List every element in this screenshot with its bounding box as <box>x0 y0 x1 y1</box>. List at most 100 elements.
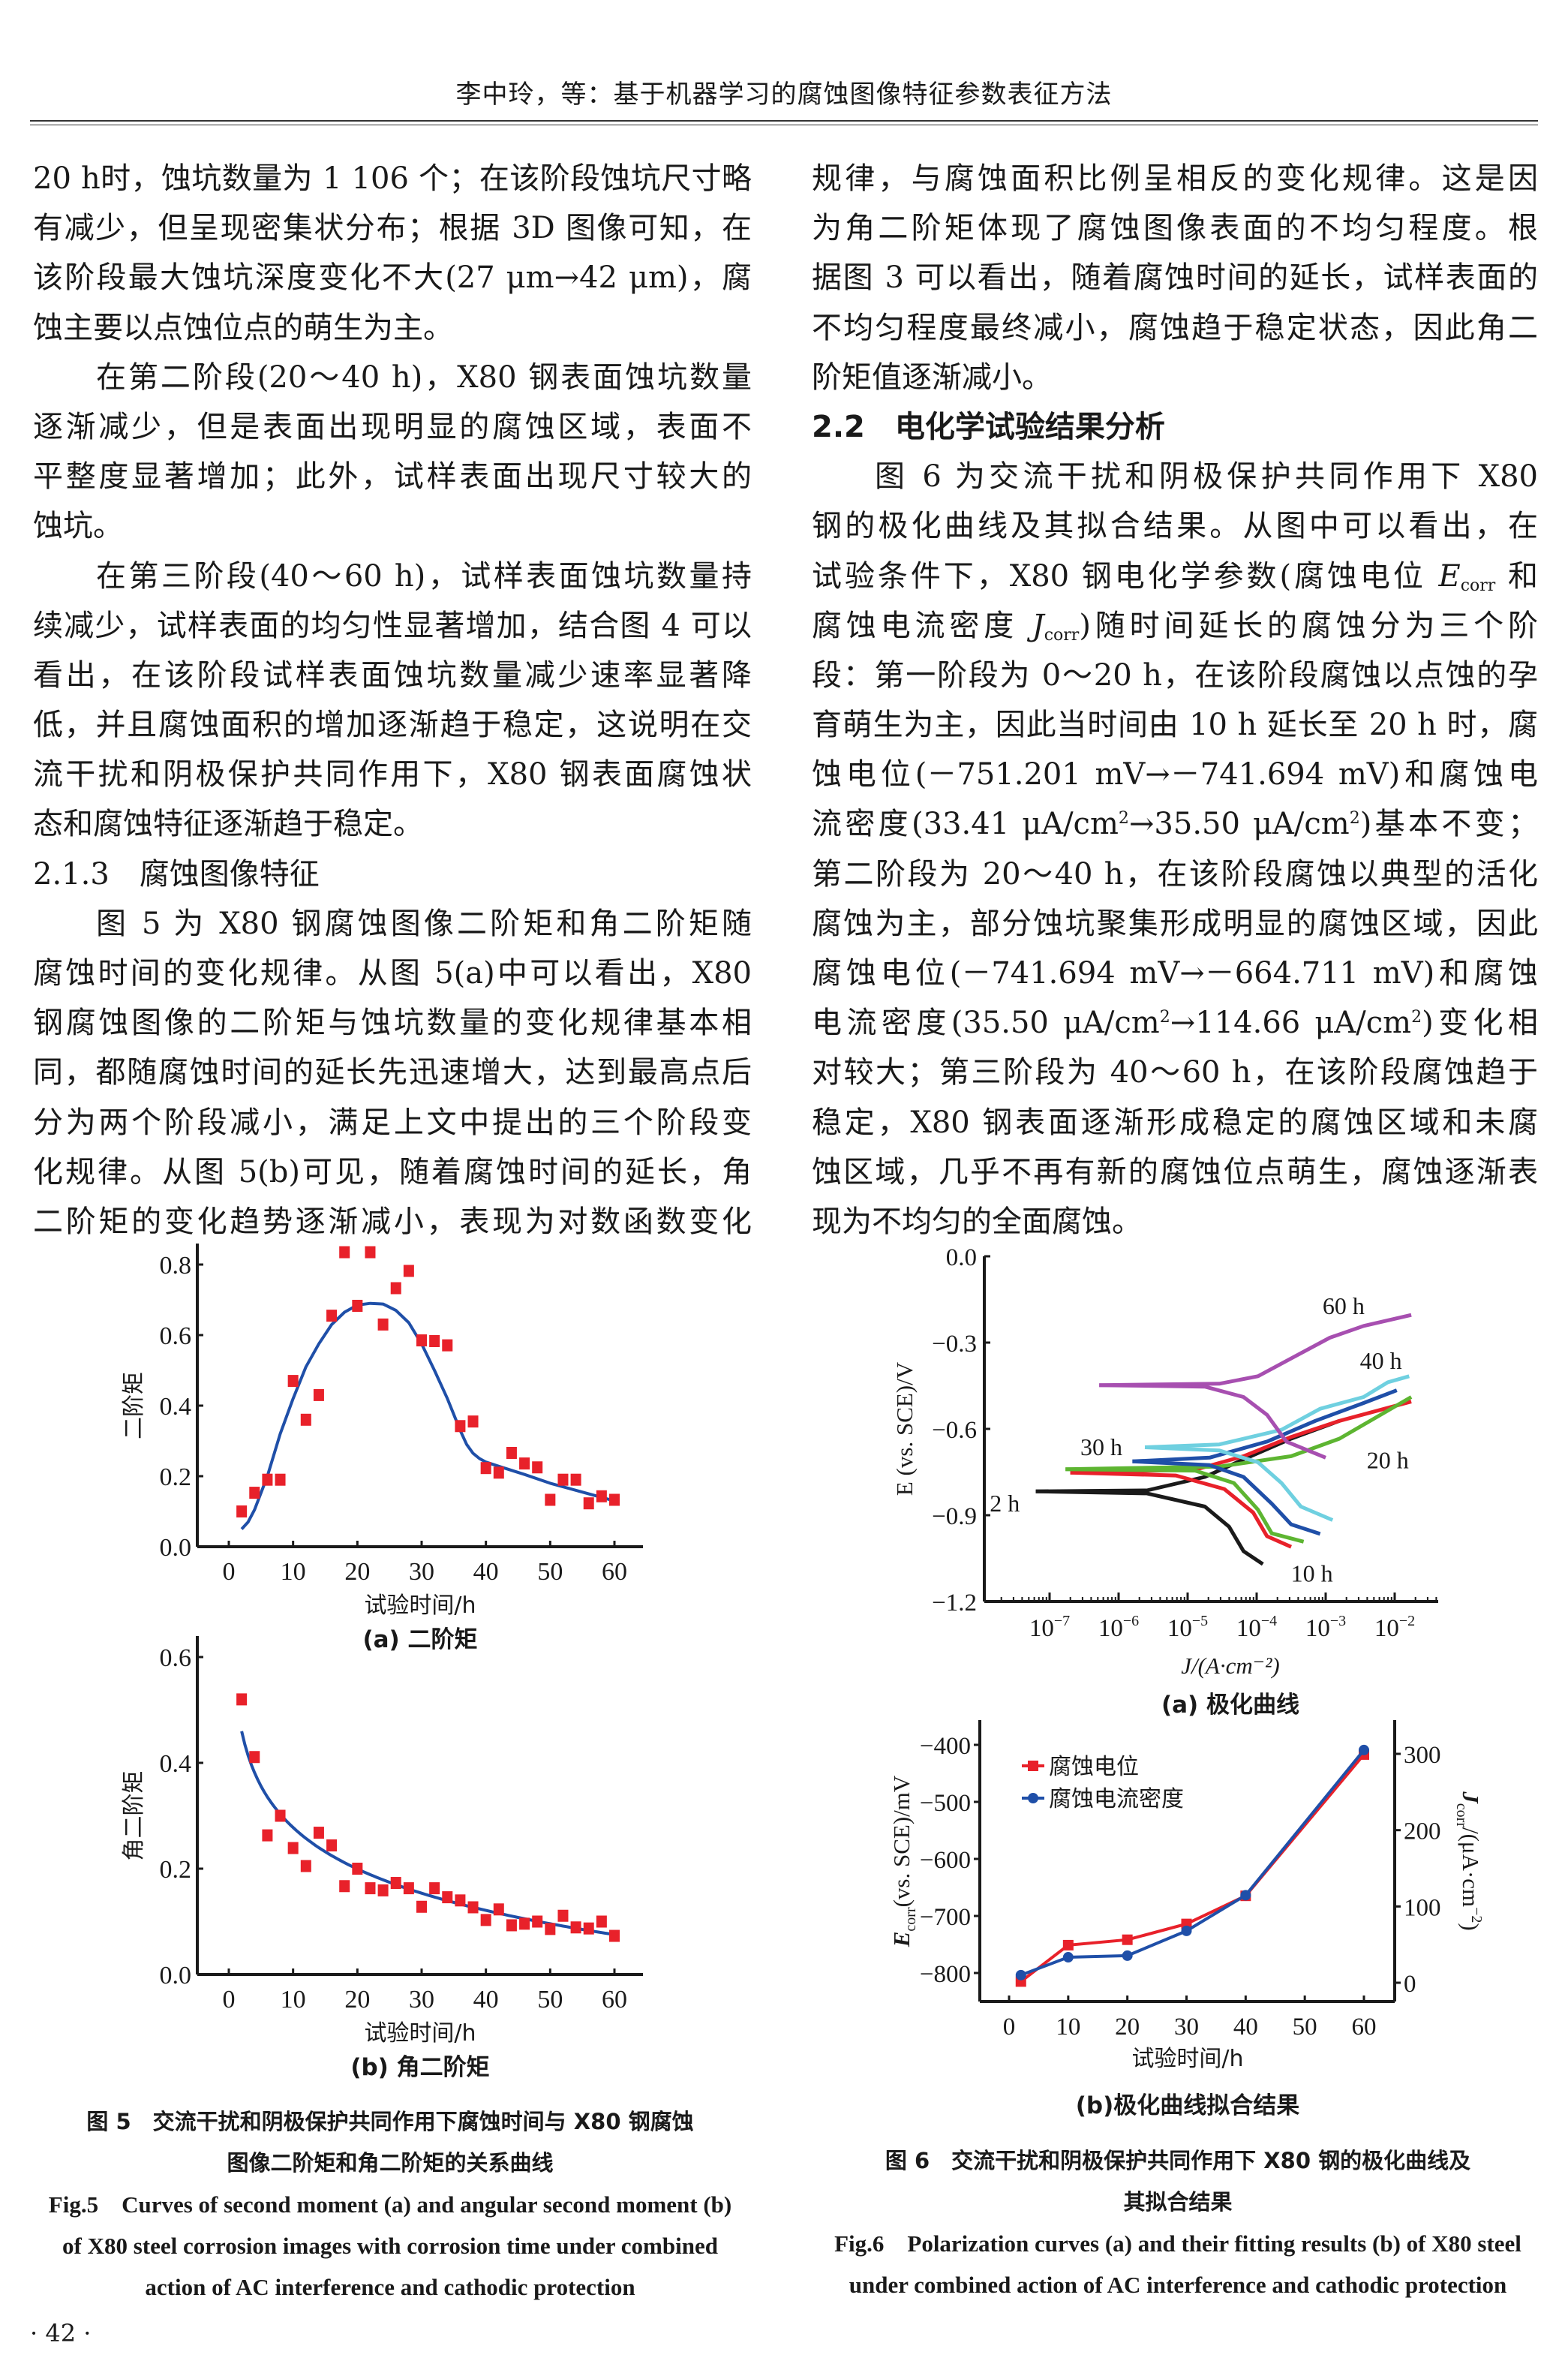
x-tick-label: 40 <box>1233 2014 1258 2041</box>
y-tick-label-right: 0 <box>1404 1971 1416 1998</box>
polarization-curve-anodic <box>1144 1374 1410 1449</box>
text-line: 腐蚀为主，部分蚀坑聚集形成明显的腐蚀区域，因此 <box>812 906 1538 941</box>
x-tick-label: 10−6 <box>1098 1613 1139 1642</box>
x-tick-label: 10 <box>281 1558 306 1586</box>
x-tick-label: 30 <box>409 1986 434 2014</box>
curve-label: 30 h <box>1080 1433 1122 1460</box>
text-line: 蚀坑。 <box>33 509 123 544</box>
tick-exponent: −6 <box>1123 1613 1139 1629</box>
tick-exponent: −5 <box>1192 1613 1208 1629</box>
text-run: J <box>1032 608 1044 643</box>
data-point <box>442 1339 453 1352</box>
x-tick-label: 40 <box>473 1986 499 2014</box>
data-point <box>519 1917 530 1930</box>
x-tick-label: 0 <box>223 1986 236 2014</box>
data-point <box>313 1827 324 1839</box>
running-header: 李中玲，等：基于机器学习的腐蚀图像特征参数表征方法 <box>455 80 1113 110</box>
data-point <box>480 1462 491 1475</box>
section-heading: 2.2 电化学试验结果分析 <box>812 409 1165 444</box>
x-tick-label: 30 <box>409 1558 434 1586</box>
text-line: 试验条件下，X80 钢电化学参数(腐蚀电位 Ecorr 和 <box>812 552 1538 601</box>
text-line: 腐蚀电位(－741.694 mV→－664.711 mV)和腐蚀 <box>812 956 1538 991</box>
data-point <box>403 1882 414 1895</box>
x-tick-label: 20 <box>344 1986 370 2014</box>
tick-exponent: −7 <box>1054 1613 1070 1629</box>
fig5-caption-en-2: of X80 steel corrosion images with corro… <box>62 2233 718 2259</box>
label-symbol: J <box>1458 1791 1484 1804</box>
header-rule <box>30 120 1538 122</box>
chart-title: (b)极化曲线拟合结果 <box>1076 2092 1300 2119</box>
fig5-caption-en-3: action of AC interference and cathodic p… <box>145 2274 635 2300</box>
right-y-axis-label: Jcorr/(μA·cm−2) <box>1453 1791 1485 1930</box>
data-point <box>365 1246 376 1259</box>
data-point <box>467 1415 479 1428</box>
polarization-curve-cathodic <box>1144 1445 1334 1522</box>
fig5-caption: 图 5 交流干扰和阴极保护共同作用下腐蚀时间与 X80 钢腐蚀 图像二阶矩和角二… <box>30 2101 750 2308</box>
data-point <box>570 1921 581 1934</box>
data-point <box>339 1880 350 1893</box>
text-line: 育萌生为主，因此当时间由 10 h 延长至 20 h 时，腐 <box>812 708 1538 743</box>
subscript: corr <box>1044 625 1080 645</box>
fig5-caption-en-1: Fig.5 Curves of second moment (a) and an… <box>48 2191 732 2218</box>
text-run: )变化相 <box>1422 1006 1538 1041</box>
polarization-curve-cathodic <box>1035 1489 1264 1566</box>
text-run: 流密度(33.41 μA/cm <box>812 807 1119 842</box>
data-point <box>467 1901 479 1914</box>
curve-label: 40 h <box>1360 1347 1402 1374</box>
data-point <box>480 1914 491 1926</box>
data-point <box>532 1461 543 1474</box>
text-line: 图 5 为 X80 钢腐蚀图像二阶矩和角二阶矩随 <box>96 906 752 941</box>
x-tick-label: 10 <box>1056 2014 1080 2041</box>
tick-exponent: −2 <box>1399 1613 1415 1629</box>
data-point <box>313 1388 324 1401</box>
x-tick-label: 60 <box>1352 2014 1377 2041</box>
x-tick-label: 60 <box>602 1986 627 2014</box>
data-point <box>455 1894 466 1907</box>
label-text: (vs. SCE)/mV <box>888 1775 915 1907</box>
legend-marker <box>1028 1761 1038 1771</box>
tick-base: 10 <box>1098 1615 1123 1642</box>
polarization-curve-cathodic <box>1132 1459 1321 1536</box>
polarization-curve-cathodic <box>1065 1467 1305 1544</box>
tick-base: 10 <box>1236 1615 1261 1642</box>
y-tick-label: 0.0 <box>160 1962 192 1990</box>
text-line: 逐渐减少，但是表面出现明显的腐蚀区域，表面不 <box>33 409 752 444</box>
y-tick-label: 0.4 <box>160 1393 192 1421</box>
y-tick-label-left: −600 <box>920 1847 971 1874</box>
y-tick-label: 0.6 <box>160 1644 192 1672</box>
data-point <box>570 1473 581 1486</box>
label-subscript: corr <box>1453 1803 1470 1828</box>
y-axis-label: 二阶矩 <box>121 1372 147 1439</box>
y-tick-label: −0.9 <box>932 1503 977 1530</box>
data-point <box>249 1487 260 1499</box>
text-line: 态和腐蚀特征逐渐趋于稳定。 <box>33 807 423 842</box>
data-point <box>506 1919 517 1932</box>
data-point <box>377 1318 389 1331</box>
legend-label: 腐蚀电流密度 <box>1049 1786 1184 1812</box>
tick-base: 10 <box>1029 1615 1054 1642</box>
superscript: 2 <box>1411 1008 1422 1027</box>
text-line: 图 6 为交流干扰和阴极保护共同作用下 X80 <box>875 459 1538 495</box>
fit-curve <box>240 1731 615 1936</box>
text-line: 规律，与腐蚀面积比例呈相反的变化规律。这是因 <box>812 161 1538 196</box>
tick-base: 10 <box>1305 1615 1330 1642</box>
data-point <box>1122 1934 1133 1945</box>
text-line: 电流密度(35.50 μA/cm2→114.66 μA/cm2)变化相 <box>812 998 1538 1048</box>
data-point <box>416 1334 427 1347</box>
text-line: 据图 3 可以看出，随着腐蚀时间的延长，试样表面的 <box>812 260 1538 296</box>
data-point <box>339 1246 350 1259</box>
chart-title: (a) 二阶矩 <box>362 1626 477 1653</box>
label-text: /(μA·cm <box>1458 1827 1484 1907</box>
data-point <box>287 1375 299 1388</box>
text-line: 钢腐蚀图像的二阶矩与蚀坑数量的变化规律基本相 <box>33 1006 752 1041</box>
label-superscript: −2 <box>1468 1907 1485 1923</box>
series-line <box>1020 1749 1365 1977</box>
y-tick-label: −1.2 <box>932 1590 977 1617</box>
text-line: 钢的极化曲线及其拟合结果。从图中可以看出，在 <box>812 509 1538 544</box>
data-point <box>262 1473 273 1486</box>
x-axis-label: 试验时间/h <box>364 2020 476 2047</box>
data-point <box>429 1334 440 1347</box>
text-line: 二阶矩的变化趋势逐渐减小，表现为对数函数变化 <box>33 1204 752 1239</box>
data-point <box>236 1505 248 1517</box>
legend-marker <box>1028 1793 1038 1803</box>
